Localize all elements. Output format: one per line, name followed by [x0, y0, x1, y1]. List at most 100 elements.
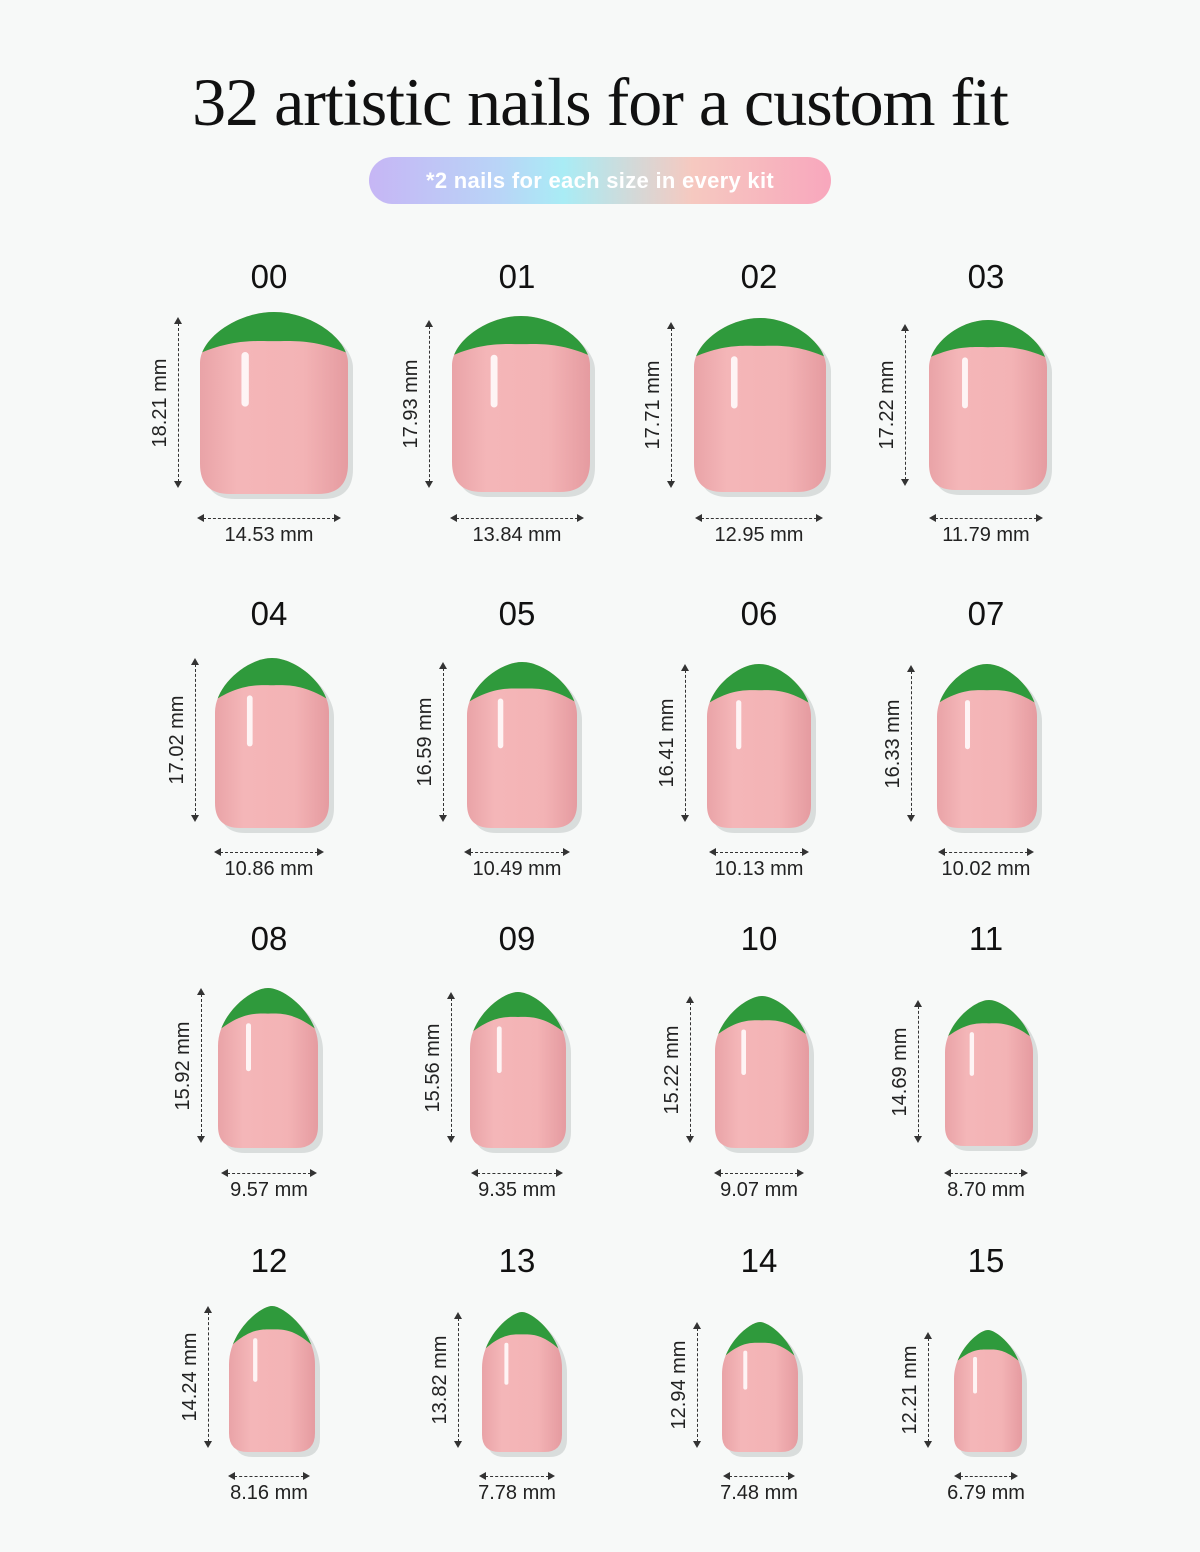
- size-number: 05: [498, 595, 536, 632]
- length-label: 12.21 mm: [899, 1345, 921, 1435]
- nail-body: [215, 658, 329, 828]
- length-dimension-line: [918, 1006, 919, 1137]
- length-arrow-top: [191, 658, 199, 665]
- gloss-highlight: [962, 357, 968, 409]
- length-arrow-top: [914, 1000, 922, 1007]
- gloss-highlight: [253, 1338, 258, 1382]
- length-arrow-bottom: [447, 1136, 455, 1143]
- length-arrow-top: [901, 324, 909, 331]
- size-number: 06: [740, 595, 778, 632]
- width-arrow-left: [197, 514, 204, 522]
- size-number: 07: [967, 595, 1005, 632]
- gloss-highlight: [246, 1023, 251, 1072]
- width-arrow-right: [788, 1472, 795, 1480]
- gloss-highlight: [246, 695, 253, 747]
- gloss-highlight: [496, 1026, 502, 1074]
- width-label: 9.57 mm: [230, 1179, 308, 1201]
- width-dimension-line: [485, 1476, 549, 1477]
- size-number: 10: [740, 920, 778, 957]
- length-label: 15.56 mm: [422, 1023, 444, 1112]
- width-label: 11.79 mm: [942, 524, 1030, 546]
- length-arrow-bottom: [681, 815, 689, 822]
- nail-body: [452, 316, 590, 492]
- width-arrow-left: [929, 514, 936, 522]
- length-dimension-line: [905, 330, 906, 480]
- width-arrow-left: [471, 1169, 478, 1177]
- length-arrow-top: [447, 992, 455, 999]
- nail-image: [461, 656, 583, 839]
- gloss-highlight: [736, 700, 742, 750]
- length-label: 14.69 mm: [889, 1027, 911, 1116]
- length-arrow-bottom: [907, 815, 915, 822]
- width-arrow-right: [577, 514, 584, 522]
- width-arrow-right: [563, 848, 570, 856]
- length-label: 15.22 mm: [661, 1025, 683, 1114]
- length-dimension-line: [690, 1002, 691, 1137]
- width-dimension-line: [456, 518, 578, 519]
- length-arrow-bottom: [924, 1441, 932, 1448]
- nail-body: [229, 1306, 315, 1452]
- width-label: 10.49 mm: [472, 858, 562, 880]
- size-number: 12: [250, 1242, 288, 1279]
- gloss-highlight: [730, 356, 738, 409]
- width-dimension-line: [203, 518, 335, 519]
- width-arrow-right: [1021, 1169, 1028, 1177]
- width-label: 9.35 mm: [478, 1179, 556, 1201]
- width-label: 7.48 mm: [720, 1482, 798, 1504]
- width-label: 8.16 mm: [230, 1482, 308, 1504]
- width-dimension-line: [477, 1173, 557, 1174]
- length-arrow-top: [681, 664, 689, 671]
- length-dimension-line: [195, 664, 196, 816]
- length-label: 17.02 mm: [166, 695, 188, 785]
- width-arrow-left: [479, 1472, 486, 1480]
- length-dimension-line: [451, 998, 452, 1137]
- width-dimension-line: [950, 1173, 1022, 1174]
- width-label: 6.79 mm: [947, 1482, 1025, 1504]
- nail-image: [212, 982, 324, 1159]
- length-arrow-top: [924, 1332, 932, 1339]
- gloss-highlight: [497, 698, 504, 749]
- width-arrow-left: [709, 848, 716, 856]
- width-label: 13.84 mm: [472, 524, 562, 546]
- nail-image: [701, 658, 817, 839]
- length-dimension-line: [685, 670, 686, 816]
- length-arrow-bottom: [439, 815, 447, 822]
- width-arrow-right: [548, 1472, 555, 1480]
- length-arrow-top: [174, 317, 182, 324]
- nail-body: [954, 1330, 1022, 1452]
- length-label: 16.41 mm: [656, 698, 678, 788]
- length-label: 17.93 mm: [400, 359, 422, 449]
- width-arrow-left: [714, 1169, 721, 1177]
- size-number: 14: [740, 1242, 778, 1279]
- width-arrow-right: [303, 1472, 310, 1480]
- size-number: 11: [968, 920, 1004, 957]
- length-arrow-top: [686, 996, 694, 1003]
- length-arrow-bottom: [693, 1441, 701, 1448]
- nail-image: [464, 986, 572, 1159]
- width-dimension-line: [935, 518, 1037, 519]
- length-arrow-bottom: [174, 481, 182, 488]
- nail-image: [209, 652, 335, 839]
- length-dimension-line: [928, 1338, 929, 1442]
- length-dimension-line: [201, 994, 202, 1137]
- gloss-highlight: [490, 354, 498, 408]
- width-arrow-right: [317, 848, 324, 856]
- nail-image: [939, 994, 1039, 1157]
- length-dimension-line: [208, 1312, 209, 1442]
- width-arrow-right: [1027, 848, 1034, 856]
- width-dimension-line: [960, 1476, 1012, 1477]
- nail-body: [929, 320, 1047, 490]
- width-label: 14.53 mm: [224, 524, 314, 546]
- length-arrow-top: [439, 662, 447, 669]
- width-arrow-left: [228, 1472, 235, 1480]
- width-dimension-line: [715, 852, 803, 853]
- gloss-highlight: [965, 700, 970, 750]
- width-arrow-right: [556, 1169, 563, 1177]
- nail-body: [218, 988, 318, 1148]
- width-arrow-left: [214, 848, 221, 856]
- width-arrow-right: [797, 1169, 804, 1177]
- size-number: 04: [250, 595, 288, 632]
- width-dimension-line: [220, 852, 318, 853]
- length-arrow-bottom: [667, 481, 675, 488]
- length-dimension-line: [671, 328, 672, 482]
